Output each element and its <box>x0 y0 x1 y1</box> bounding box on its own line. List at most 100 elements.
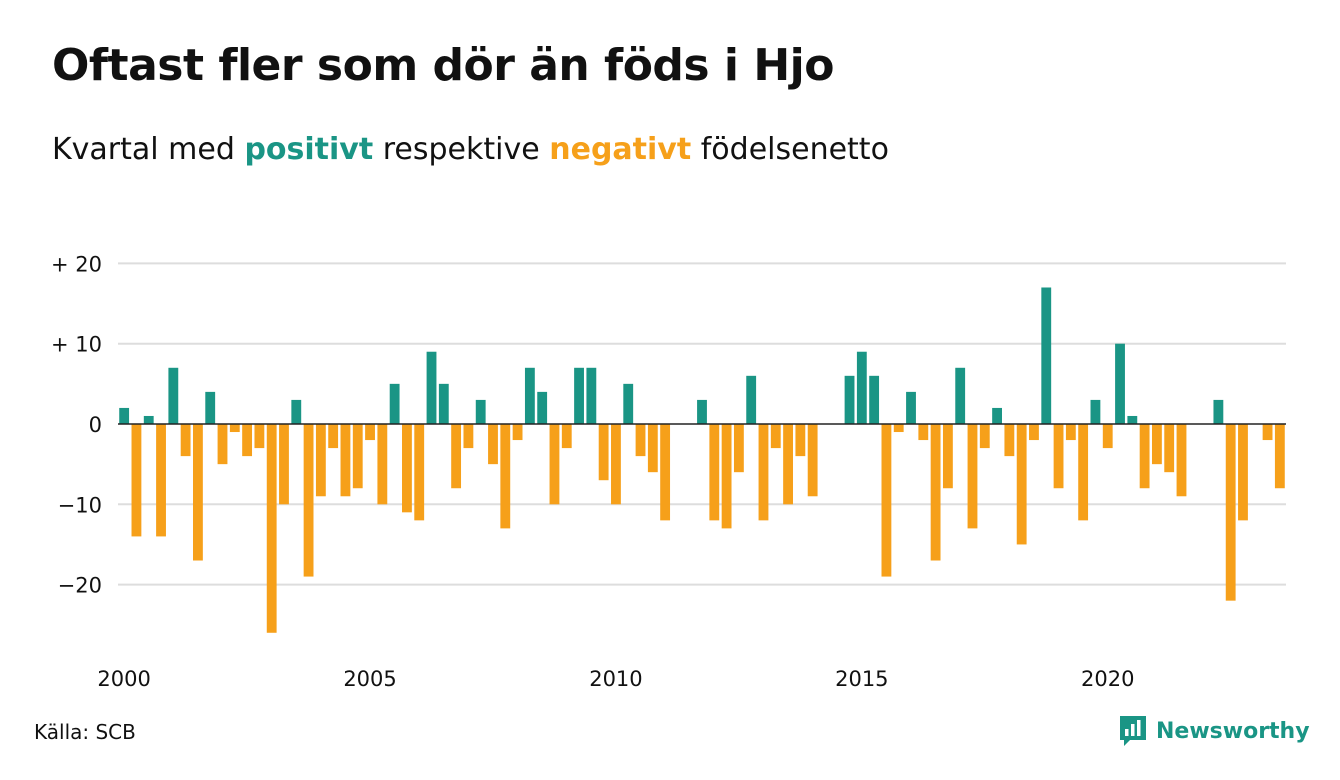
bar <box>844 375 855 424</box>
newsworthy-logo-icon <box>1120 716 1146 746</box>
bar <box>168 367 179 424</box>
subtitle-negative-word: negativt <box>549 132 692 167</box>
bar <box>1139 424 1150 489</box>
bar <box>721 424 732 529</box>
bar <box>537 391 548 424</box>
bar <box>315 424 326 497</box>
bar <box>205 391 216 424</box>
bar <box>291 399 302 424</box>
bar <box>389 383 400 424</box>
y-tick-label: −20 <box>58 574 102 598</box>
bar <box>1102 424 1113 449</box>
bar <box>1164 424 1175 473</box>
bar <box>1238 424 1248 521</box>
bar <box>1274 424 1285 489</box>
bar <box>611 424 621 505</box>
x-tick-label: 2000 <box>97 667 150 691</box>
bar <box>266 424 277 633</box>
chart-subtitle: Kvartal med positivt respektive negativt… <box>52 132 889 167</box>
bar <box>1016 424 1027 545</box>
brand-name: Newsworthy <box>1156 718 1310 744</box>
bar <box>1065 424 1076 441</box>
bar <box>1041 287 1052 424</box>
bar <box>1262 424 1273 441</box>
bar <box>746 375 757 424</box>
bar <box>574 367 584 424</box>
bar <box>635 424 646 457</box>
x-tick-label: 2020 <box>1081 667 1134 691</box>
bar <box>647 424 658 473</box>
bar <box>549 424 560 505</box>
bar <box>1176 424 1187 497</box>
bar <box>955 367 966 424</box>
chart-title: Oftast fler som dör än föds i Hjo <box>52 40 834 91</box>
bar <box>402 424 412 513</box>
bar <box>328 424 339 449</box>
x-tick-label: 2005 <box>343 667 396 691</box>
bar <box>156 424 166 537</box>
bar <box>1127 415 1138 424</box>
bar <box>488 424 498 465</box>
bar <box>303 424 314 577</box>
bar <box>131 424 142 537</box>
bar <box>869 375 880 424</box>
bar <box>340 424 351 497</box>
bar <box>1004 424 1015 457</box>
bar <box>438 383 449 424</box>
bar <box>807 424 818 497</box>
subtitle-middle: respektive <box>382 132 540 167</box>
bar <box>942 424 953 489</box>
bar <box>783 424 793 505</box>
bar <box>365 424 375 441</box>
bar <box>475 399 486 424</box>
bar <box>1115 343 1125 424</box>
bar <box>992 407 1002 424</box>
bar <box>512 424 523 441</box>
bar <box>1053 424 1064 489</box>
bar <box>1213 399 1224 424</box>
bar <box>1078 424 1089 521</box>
bar <box>660 424 671 521</box>
bar <box>524 367 535 424</box>
bar <box>1029 424 1039 441</box>
y-tick-label: −10 <box>58 493 102 517</box>
source-label: Källa: SCB <box>34 720 136 744</box>
bar <box>193 424 203 561</box>
bar <box>967 424 978 529</box>
bar <box>143 415 154 424</box>
bar <box>377 424 388 505</box>
bar <box>733 424 744 473</box>
bar <box>598 424 609 481</box>
x-tick-label: 2015 <box>835 667 888 691</box>
bar <box>930 424 941 561</box>
bar <box>1090 399 1101 424</box>
bar <box>426 351 437 424</box>
bar <box>918 424 929 441</box>
x-tick-label: 2010 <box>589 667 642 691</box>
bar <box>758 424 769 521</box>
bar <box>254 424 265 449</box>
bar <box>881 424 892 577</box>
y-tick-label: + 20 <box>51 252 102 276</box>
bar <box>500 424 511 529</box>
bar <box>119 407 130 424</box>
bar <box>697 399 707 424</box>
y-tick-label: + 10 <box>51 333 102 357</box>
brand-logo: Newsworthy <box>1118 714 1310 748</box>
bar <box>1151 424 1162 465</box>
bar <box>451 424 462 489</box>
subtitle-prefix: Kvartal med <box>52 132 235 167</box>
bar <box>979 424 990 449</box>
bar <box>463 424 474 449</box>
bar <box>561 424 572 449</box>
bar <box>623 383 634 424</box>
bar <box>893 424 904 433</box>
subtitle-positive-word: positivt <box>244 132 374 167</box>
bar <box>795 424 806 457</box>
bar <box>770 424 781 449</box>
bar <box>229 424 240 433</box>
bar <box>352 424 363 489</box>
bar <box>217 424 228 465</box>
bar <box>1225 424 1236 601</box>
